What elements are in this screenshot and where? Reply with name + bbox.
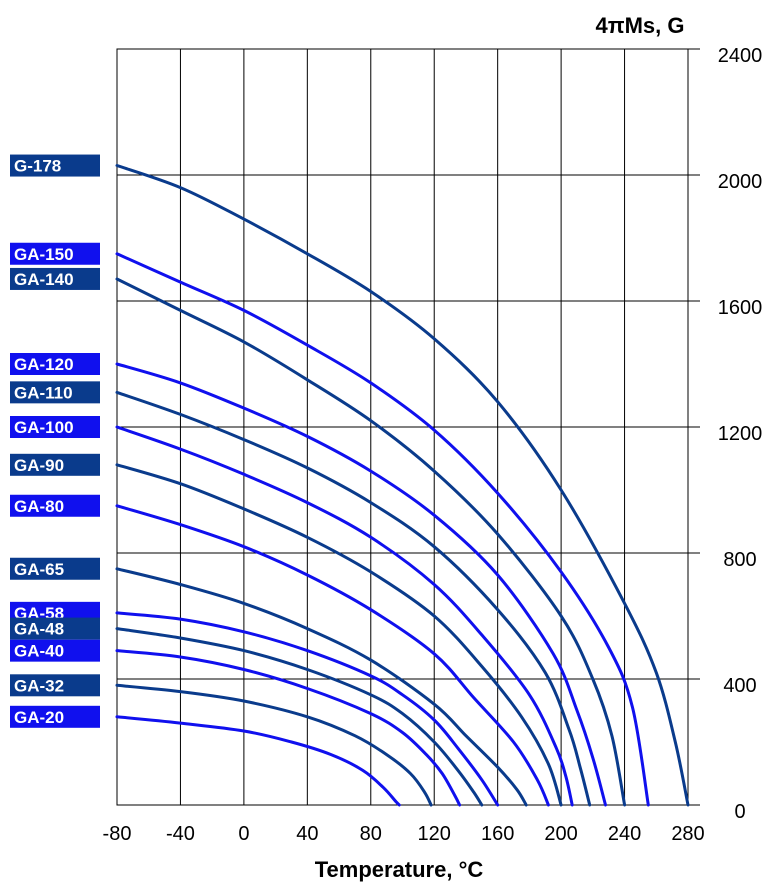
x-tick-label: -40 (166, 823, 195, 845)
series-label-text: GA-32 (14, 676, 64, 695)
y-tick-label: 1200 (718, 423, 763, 445)
x-tick-label: 280 (671, 823, 704, 845)
series-line-g-178 (115, 164, 690, 807)
y-tick-label: 800 (723, 549, 756, 571)
series-label-box (10, 639, 100, 662)
series-label-text: GA-110 (14, 383, 73, 402)
series-label-g-178: G-178 (10, 154, 100, 177)
x-tick-label: 0 (238, 823, 249, 845)
y-tick-label: 1600 (718, 297, 763, 319)
series-line-ga-32 (115, 683, 433, 807)
series-label-ga-110: GA-110 (10, 381, 100, 404)
curves (115, 164, 690, 807)
y-tick-label: 400 (723, 675, 756, 697)
x-tick-label: 160 (481, 823, 514, 845)
series-label-box (10, 381, 100, 404)
series-label-ga-90: GA-90 (10, 453, 100, 476)
series-label-ga-40: GA-40 (10, 639, 100, 662)
series-label-text: G-178 (14, 157, 61, 176)
series-label-box (10, 705, 100, 728)
x-tick-label: 240 (608, 823, 641, 845)
series-label-text: GA-20 (14, 708, 64, 727)
x-tick-label: 120 (418, 823, 451, 845)
series-label-ga-140: GA-140 (10, 267, 100, 290)
series-label-box (10, 617, 100, 640)
series-label-ga-120: GA-120 (10, 353, 100, 375)
series-label-ga-32: GA-32 (10, 674, 100, 697)
series-line-ga-150 (115, 252, 650, 807)
series-label-text: GA-100 (14, 418, 74, 437)
series-label-text: GA-120 (14, 355, 74, 374)
series-label-text: GA-80 (14, 497, 64, 516)
series-line-ga-90 (115, 463, 563, 807)
series-label-text: GA-150 (14, 245, 74, 264)
series-label-text: GA-48 (14, 620, 64, 639)
series-line-ga-140 (115, 277, 627, 807)
x-tick-label: 40 (296, 823, 318, 845)
series-label-ga-80: GA-80 (10, 494, 100, 517)
series-label-text: GA-140 (14, 270, 74, 289)
x-tick-label: -80 (103, 823, 132, 845)
series-label-box (10, 557, 100, 580)
y-tick-label: 2000 (718, 171, 763, 193)
series-label-ga-48: GA-48 (10, 617, 100, 640)
series-label-box (10, 353, 100, 375)
series-label-box (10, 674, 100, 697)
series-line-ga-65 (115, 567, 528, 807)
x-tick-label: 200 (544, 823, 577, 845)
x-tick-label: 80 (360, 823, 382, 845)
series-line-ga-40 (115, 649, 462, 807)
series-label-ga-20: GA-20 (10, 705, 100, 728)
series-label-box (10, 416, 100, 438)
series-label-box (10, 267, 100, 290)
series-line-ga-110 (115, 390, 592, 807)
x-tick-labels: -80 -40 0 40 80 120 160 200 240 280 (103, 823, 705, 845)
series-line-ga-120 (115, 362, 607, 807)
series-label-text: GA-40 (14, 642, 64, 661)
series-label-box (10, 154, 100, 177)
series-labels: G-178 GA-150 GA-140 GA-120 GA-110 GA-100 GA-90… (10, 154, 100, 728)
series-line-ga-48 (115, 627, 484, 807)
grid (116, 48, 700, 806)
series-line-ga-80 (115, 504, 550, 807)
series-label-box (10, 453, 100, 476)
series-line-ga-100 (115, 425, 574, 807)
x-axis-title: Temperature, °C (315, 857, 484, 882)
y-tick-label: 0 (734, 801, 745, 823)
y-tick-labels: 0 400 800 1200 1600 2000 2400 (718, 45, 763, 823)
series-label-text: GA-65 (14, 560, 64, 579)
series-label-ga-65: GA-65 (10, 557, 100, 580)
series-label-ga-100: GA-100 (10, 416, 100, 438)
series-label-box (10, 242, 100, 265)
series-line-ga-20 (115, 715, 401, 807)
y-tick-label: 2400 (718, 45, 763, 67)
series-label-text: GA-90 (14, 456, 64, 475)
series-label-ga-150: GA-150 (10, 242, 100, 265)
series-label-box (10, 494, 100, 517)
y-axis-title: 4πMs, G (596, 13, 685, 38)
series-line-ga-58 (115, 611, 500, 807)
